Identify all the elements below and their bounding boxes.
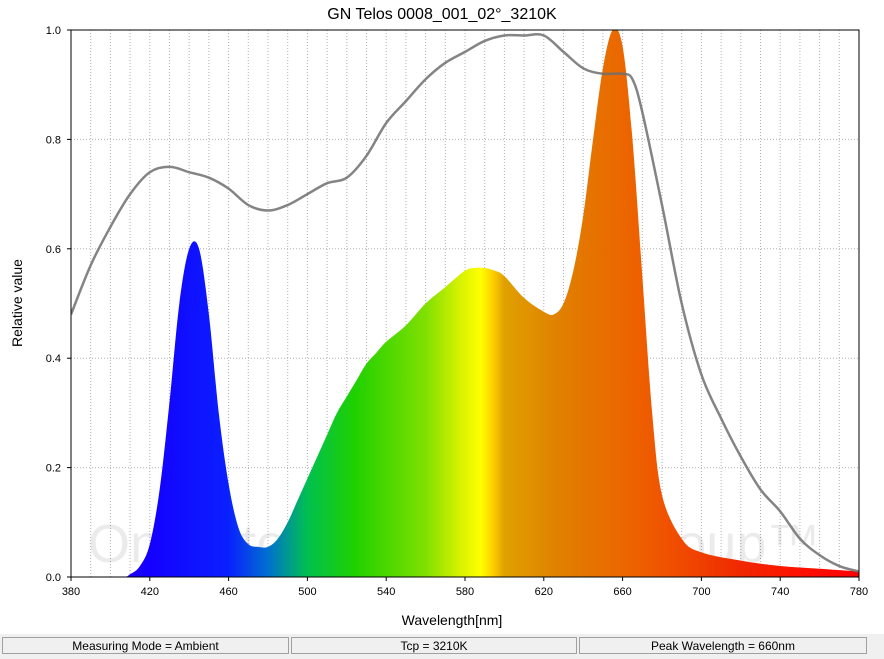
y-tick-label: 1.0 (46, 25, 61, 37)
x-tick-label: 380 (62, 586, 80, 598)
x-tick-label: 620 (535, 586, 553, 598)
y-tick-label: 0.0 (46, 572, 61, 584)
x-tick-label: 460 (219, 586, 237, 598)
x-axis: 380 420 460 500 540 580 620 660 700 740 780 (62, 577, 868, 598)
spectrum-fill (71, 30, 859, 577)
measuring-mode-field: Measuring Mode = Ambient (2, 637, 289, 654)
peak-wavelength-field: Peak Wavelength = 660nm (579, 637, 867, 654)
chart-title: GN Telos 0008_001_02°_3210K (327, 6, 557, 23)
x-tick-label: 700 (692, 586, 710, 598)
tcp-field: Tcp = 3210K (291, 637, 577, 654)
x-tick-label: 540 (377, 586, 395, 598)
x-tick-label: 500 (298, 586, 316, 598)
y-axis-label: Relative value (9, 259, 25, 347)
spectrum-chart: GN Telos 0008_001_02°_3210K One Stop Gro… (9, 6, 868, 628)
x-tick-label: 780 (850, 586, 868, 598)
x-axis-label: Wavelength[nm] (402, 612, 503, 628)
x-tick-label: 580 (456, 586, 474, 598)
x-tick-label: 740 (771, 586, 789, 598)
y-axis: 0.0 0.2 0.4 0.6 0.8 1.0 (46, 25, 71, 584)
gray-series-line (71, 33, 859, 573)
x-tick-label: 420 (141, 586, 159, 598)
status-bar: Measuring Mode = Ambient Tcp = 3210K Pea… (0, 634, 884, 659)
y-tick-label: 0.6 (46, 244, 61, 256)
x-tick-label: 660 (613, 586, 631, 598)
y-tick-label: 0.2 (46, 463, 61, 475)
y-tick-label: 0.8 (46, 134, 61, 146)
y-tick-label: 0.4 (46, 353, 61, 365)
